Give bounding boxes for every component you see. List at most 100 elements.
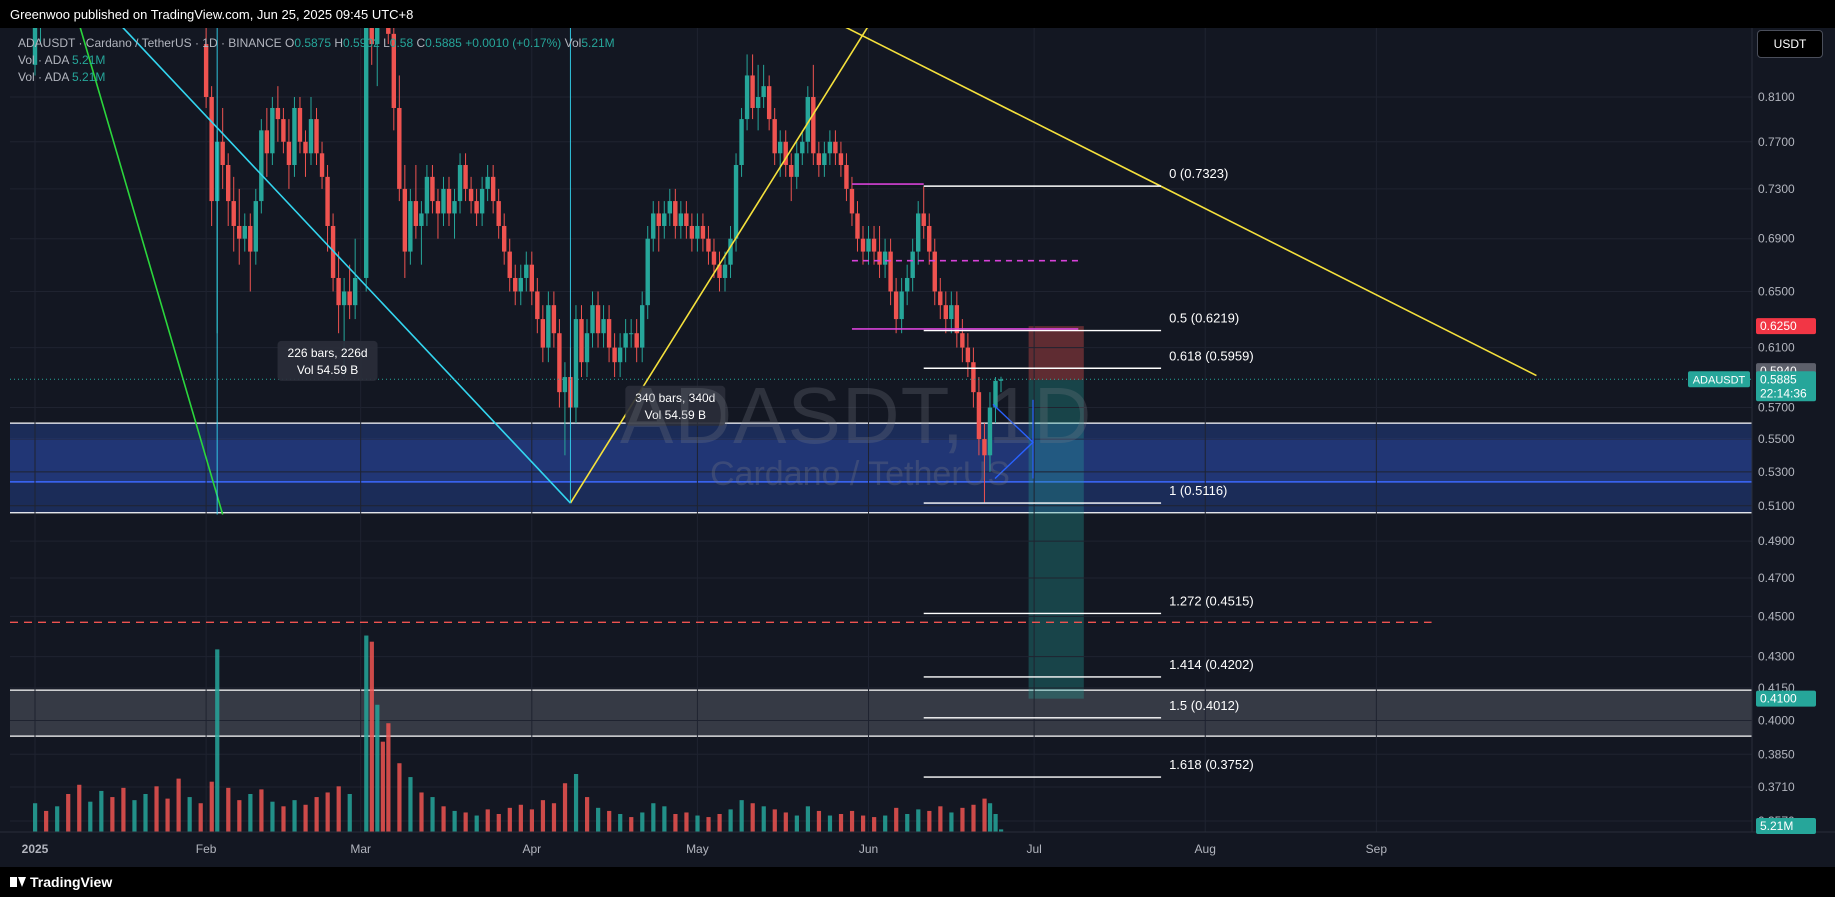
candle-body [805, 97, 810, 142]
position-target-area [1028, 380, 1084, 699]
volume-bar [77, 784, 82, 832]
volume-bar [303, 804, 308, 832]
candle-body [546, 305, 551, 348]
price-chart[interactable]: 0 (0.7323) 0.5 (0.6219) 0.618 (0.5959) 1 (0… [0, 0, 1835, 867]
volume-bar [927, 810, 932, 832]
volume-bar [618, 814, 623, 832]
volume-bar [215, 649, 220, 832]
candle-body [728, 238, 733, 265]
candle-body [822, 153, 827, 166]
support-zone-blue [10, 423, 1752, 513]
candle-body [860, 238, 866, 252]
volume-bar [496, 814, 501, 832]
legend-open-label: O [284, 36, 295, 50]
volume-bar [805, 806, 810, 832]
candle-body [38, 0, 42, 24]
volume-bar [44, 810, 49, 832]
candle-body [253, 201, 258, 252]
volume-bar [176, 778, 181, 832]
volume-bar [99, 790, 104, 832]
volume-bar [121, 787, 126, 832]
candle-body [733, 165, 739, 239]
fib-level-label: 0 (0.7323) [1169, 166, 1228, 181]
volume-bar [386, 723, 391, 832]
fib-level-label: 1.5 (0.4012) [1169, 698, 1239, 713]
candle-body [938, 291, 943, 306]
legend-vol-label: Vol [564, 36, 582, 50]
candle-body [430, 176, 435, 202]
candle-body [242, 225, 247, 239]
volume-bar [728, 809, 733, 832]
volume-bar [695, 815, 700, 832]
volume-bar [529, 809, 534, 832]
volume-bar [165, 798, 170, 832]
candle-body [314, 119, 319, 154]
candle-body [838, 153, 844, 166]
time-tick-label: Jul [1026, 842, 1041, 856]
symbol-tag-bg [1688, 371, 1750, 388]
volume-bar [684, 812, 689, 832]
volume-bar [816, 810, 822, 832]
candle-body [292, 107, 297, 166]
candle-body [446, 188, 452, 214]
watermark-description: Cardano / TetherUS [710, 455, 1010, 493]
price-tick-label: 0.5700 [1758, 401, 1795, 415]
fib-level-label: 1.272 (0.4515) [1169, 593, 1254, 608]
candle-body [457, 165, 463, 202]
candle-body [673, 201, 678, 226]
volume-axis-label-bg [1756, 818, 1816, 834]
legend-volume-row[interactable]: Vol · ADA 5.21M [18, 52, 615, 69]
legend-volume-label: Vol · ADA [18, 53, 69, 67]
range-measure-volume: Vol 54.59 B [645, 408, 706, 422]
candle-body [949, 305, 954, 320]
candle-body [413, 201, 419, 226]
time-tick-label: Apr [522, 842, 541, 856]
candle-body [844, 165, 849, 189]
volume-bar [872, 817, 877, 832]
candle-body [452, 201, 457, 214]
legend-low: 0.58 [389, 36, 414, 50]
candle-body [435, 201, 441, 214]
tradingview-logo[interactable]: TradingView [10, 874, 112, 890]
candle-body [490, 176, 496, 202]
price-axis-label-bg [1756, 371, 1816, 402]
candle-body [684, 213, 689, 226]
legend-high-label: H [334, 36, 344, 50]
candle-body [402, 188, 408, 252]
volume-bar [794, 815, 799, 832]
support-zone-inner [10, 439, 1752, 482]
price-tick-label: 0.5500 [1758, 432, 1795, 446]
time-tick-label: May [686, 842, 709, 856]
currency-button[interactable]: USDT [1757, 30, 1823, 58]
candle-body [927, 225, 932, 252]
candle-body [651, 213, 656, 239]
candle-body [932, 251, 937, 292]
candle-body [965, 347, 971, 363]
legend-change: +0.0010 (+0.17%) [465, 36, 562, 50]
candle-body [419, 213, 424, 226]
footer-bar: TradingView [0, 867, 1835, 897]
legend: ADAUSDT · Cardano / TetherUS · 1D · BINA… [18, 35, 615, 86]
legend-volume-row[interactable]: Vol · ADA 5.21M [18, 69, 615, 86]
candle-body [463, 165, 468, 189]
candle-body [441, 188, 446, 214]
candle-body [408, 201, 413, 252]
volume-bar [325, 792, 330, 832]
volume-axis-label: 5.21M [1760, 819, 1793, 833]
candle-body [700, 225, 706, 239]
candle-body [584, 333, 590, 363]
candle-body [375, 28, 380, 45]
candle-body [877, 251, 882, 265]
candle-body [468, 188, 474, 202]
candle-body [800, 141, 805, 154]
range-measure-bars: 340 bars, 340d [635, 391, 715, 405]
candle-body [783, 141, 788, 166]
candle-body [645, 238, 650, 306]
candle-body [369, 28, 374, 45]
legend-symbol[interactable]: ADAUSDT · Cardano / TetherUS · 1D · BINA… [18, 36, 282, 50]
volume-bar [562, 783, 568, 832]
volume-bar [883, 815, 888, 832]
candle-body [695, 225, 700, 239]
candle-body [606, 319, 612, 348]
